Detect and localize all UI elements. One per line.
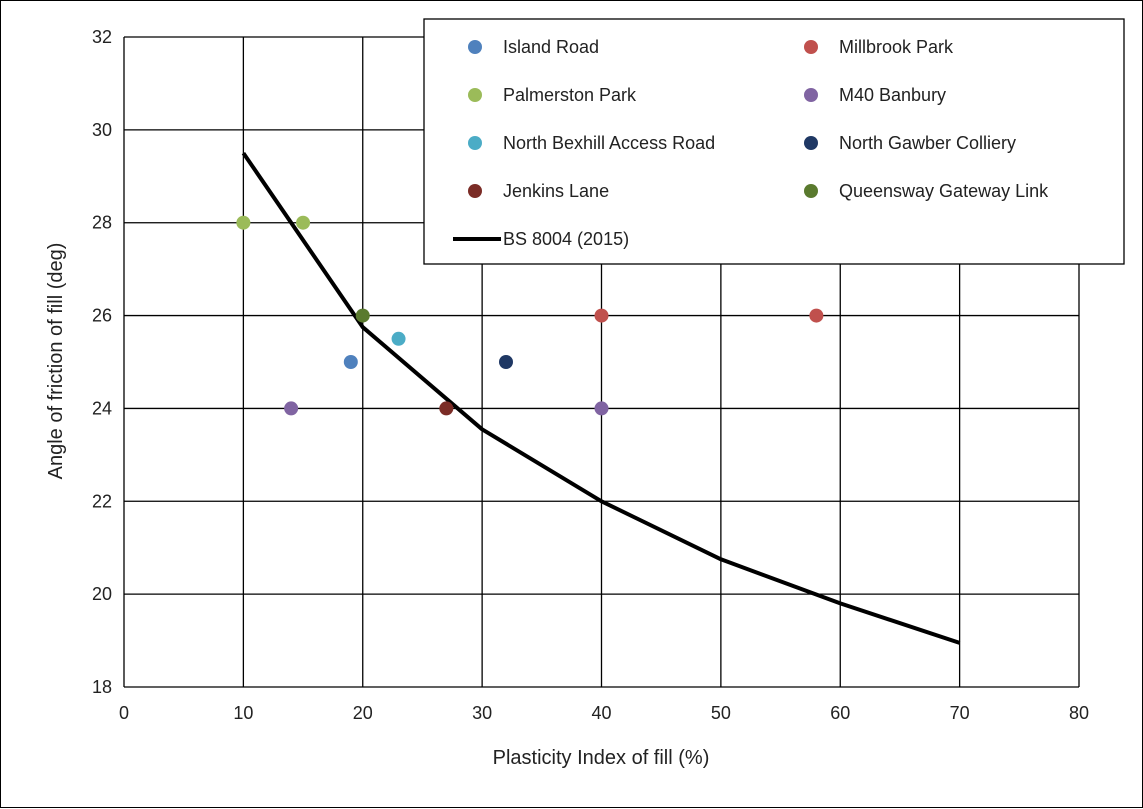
data-point bbox=[343, 355, 358, 369]
legend-label: Queensway Gateway Link bbox=[839, 181, 1049, 201]
data-point bbox=[236, 215, 251, 230]
legend-label: North Gawber Colliery bbox=[839, 133, 1016, 153]
legend-marker bbox=[468, 40, 482, 54]
x-tick-label: 30 bbox=[472, 703, 492, 723]
x-tick-label: 80 bbox=[1069, 703, 1089, 723]
bs8004-line bbox=[241, 151, 961, 645]
y-tick-label: 20 bbox=[92, 584, 112, 604]
legend-marker bbox=[468, 184, 482, 198]
data-point bbox=[284, 401, 299, 416]
y-axis-title: Angle of friction of fill (deg) bbox=[45, 243, 67, 480]
legend-marker bbox=[468, 136, 482, 150]
x-axis-title: Plasticity Index of fill (%) bbox=[493, 747, 710, 769]
legend-marker bbox=[804, 184, 818, 198]
data-point bbox=[499, 355, 513, 369]
y-tick-label: 18 bbox=[92, 677, 112, 697]
legend-marker bbox=[804, 136, 818, 150]
x-tick-label: 10 bbox=[233, 703, 253, 723]
y-tick-label: 22 bbox=[92, 491, 112, 511]
legend-label: Palmerston Park bbox=[503, 85, 637, 105]
data-points-layer bbox=[236, 215, 824, 416]
data-point bbox=[296, 215, 311, 230]
data-point bbox=[809, 308, 824, 323]
y-tick-label: 26 bbox=[92, 306, 112, 326]
legend-label: Island Road bbox=[503, 37, 599, 57]
y-tick-label: 24 bbox=[92, 398, 112, 418]
x-tick-label: 70 bbox=[950, 703, 970, 723]
y-tick-label: 28 bbox=[92, 213, 112, 233]
tick-labels: 0 10 20 30 40 50 60 70 80 18 20 22 24 26 28 30 32 bbox=[92, 27, 1089, 723]
legend: Island Road Millbrook Park Palmerston Park… bbox=[423, 18, 1125, 265]
legend-marker bbox=[804, 88, 818, 102]
legend-label: M40 Banbury bbox=[839, 85, 946, 105]
x-tick-label: 60 bbox=[830, 703, 850, 723]
x-tick-label: 40 bbox=[591, 703, 611, 723]
x-tick-label: 50 bbox=[711, 703, 731, 723]
y-tick-label: 30 bbox=[92, 120, 112, 140]
legend-box bbox=[423, 18, 1125, 265]
data-point bbox=[355, 308, 370, 323]
reference-line-layer bbox=[241, 151, 961, 645]
legend-label: BS 8004 (2015) bbox=[503, 229, 629, 249]
data-point bbox=[594, 308, 609, 323]
legend-label: North Bexhill Access Road bbox=[503, 133, 715, 153]
x-tick-label: 20 bbox=[353, 703, 373, 723]
data-point bbox=[439, 401, 454, 416]
data-point bbox=[594, 401, 609, 416]
legend-marker bbox=[468, 88, 482, 102]
y-tick-label: 32 bbox=[92, 27, 112, 47]
legend-label: Jenkins Lane bbox=[503, 181, 609, 201]
data-point bbox=[391, 331, 406, 346]
legend-label: Millbrook Park bbox=[839, 37, 954, 57]
x-tick-label: 0 bbox=[119, 703, 129, 723]
legend-marker bbox=[804, 40, 818, 54]
